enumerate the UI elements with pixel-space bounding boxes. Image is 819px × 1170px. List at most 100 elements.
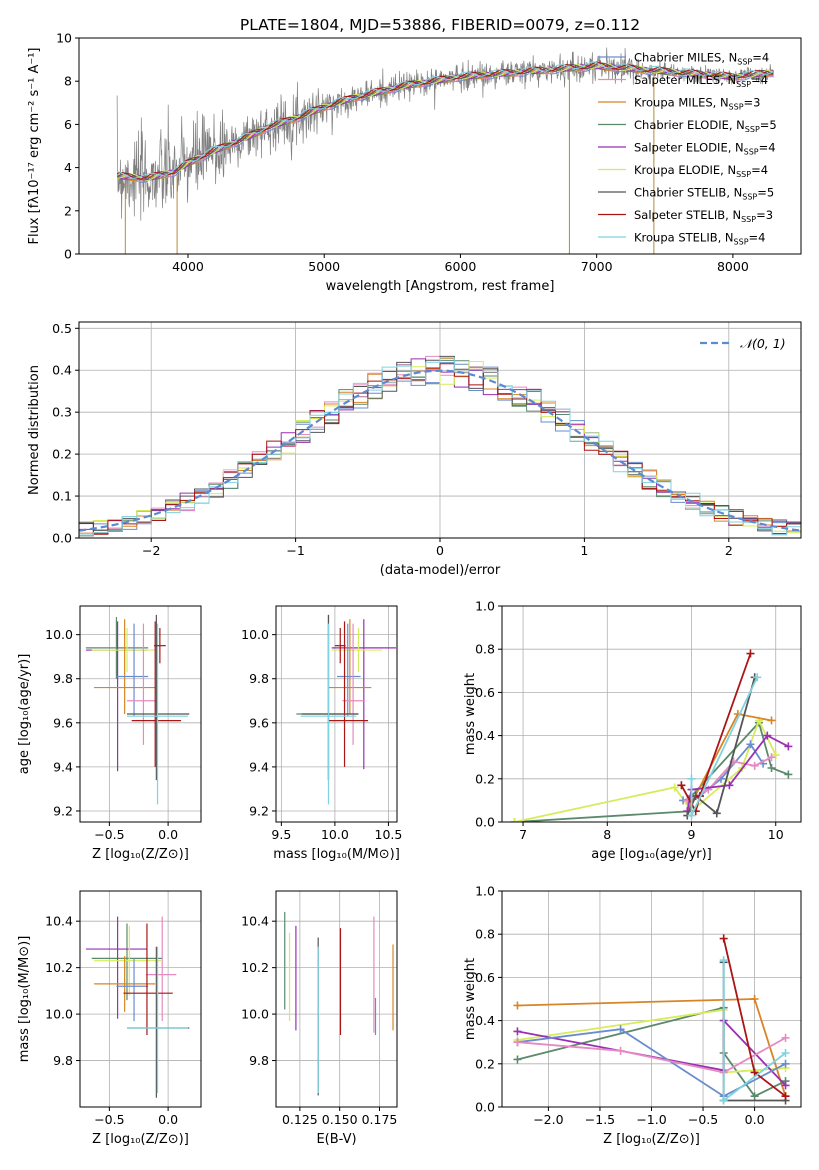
y-tick-label: 4 [64, 160, 72, 175]
axes-frame [275, 605, 398, 823]
y-tick-label: 2 [64, 203, 72, 218]
y-axis-label: mass [log₁₀(M/M⊙)] [17, 936, 32, 1063]
gaussian-curve [79, 369, 801, 532]
panel-age-vs-mass: 9.5 10.0 10.5 9.2 9.4 9.6 9.8 10.0 mass [log₁₀(M… [241, 605, 402, 862]
weight-line [514, 718, 777, 822]
legend-label: Salpeter MILES, NSSP=4 [634, 73, 768, 89]
plot-area [510, 649, 793, 822]
plus-marker [750, 761, 759, 770]
legend-label-tail: =3 [744, 96, 761, 110]
plus-marker [781, 1033, 790, 1042]
x-tick-label: 0.125 [282, 1112, 318, 1127]
x-tick-label: 10 [768, 827, 784, 842]
errorbar-point [123, 923, 173, 1035]
y-tick-label: 9.8 [53, 1053, 73, 1068]
errorbar-point [126, 623, 158, 745]
plus-marker [513, 1038, 522, 1047]
weight-line [517, 1028, 786, 1098]
model-line [117, 61, 773, 179]
weight-line [686, 734, 789, 812]
y-tick-label: 0.1 [52, 489, 72, 504]
legend-label-tail: =5 [757, 186, 774, 200]
legend-label: Kroupa STELIB, NSSP=4 [634, 231, 765, 247]
weight-line [690, 676, 759, 816]
errorbar-point [300, 623, 357, 805]
plot-area [284, 911, 394, 1096]
x-tick-label: −2.0 [533, 1112, 563, 1127]
y-axis-label: mass weight [463, 673, 478, 755]
x-tick-label: 0.0 [158, 1112, 178, 1127]
plus-marker [781, 1081, 790, 1090]
errorbar-point [145, 916, 177, 1022]
legend-label-sub: SSP [737, 58, 752, 67]
y-tick-label: 10.4 [45, 914, 73, 929]
legend-label-main: Chabrier ELODIE, N [634, 118, 745, 132]
y-tick-label: 9.6 [249, 715, 269, 730]
legend-label-sub: SSP [729, 103, 744, 112]
plus-marker [670, 783, 679, 792]
x-tick-label: 2 [725, 543, 733, 558]
x-axis-label: age [log₁₀(age/yr)] [591, 847, 712, 862]
legend-label: 𝒩(0, 1) [740, 336, 786, 351]
x-tick-label: 6000 [445, 259, 477, 274]
panel-mass-vs-Z: −0.5 0.0 9.8 10.0 10.2 10.4 Z [log₁₀(Z/Z⊙)] mas… [17, 890, 202, 1147]
plus-marker [750, 1068, 759, 1077]
y-tick-label: 0.2 [475, 1056, 495, 1071]
y-tick-label: 0.8 [475, 927, 495, 942]
x-tick-label: 8000 [717, 259, 749, 274]
legend-label-tail: =4 [751, 163, 768, 177]
y-axis-label: Flux [fλ10⁻¹⁷ erg cm⁻² s⁻¹ A⁻¹] [27, 48, 42, 245]
y-tick-label: 10.0 [45, 1007, 73, 1022]
y-axis-label: mass weight [463, 958, 478, 1040]
legend-label-tail: =4 [759, 141, 776, 155]
plus-marker [746, 740, 755, 749]
legend-label-main: Kroupa STELIB, N [634, 231, 734, 245]
x-axis-label: wavelength [Angstrom, rest frame] [326, 279, 555, 294]
x-tick-label: 10.0 [321, 827, 349, 842]
y-tick-label: 0.0 [475, 1100, 495, 1115]
errorbar-point [342, 623, 364, 745]
x-tick-label: 0.0 [158, 827, 178, 842]
y-tick-label: 9.8 [249, 1053, 269, 1068]
legend-label-main: Salpeter ELODIE, N [634, 141, 744, 155]
legend-label-tail: =4 [752, 51, 769, 65]
y-tick-label: 0.4 [52, 363, 72, 378]
y-tick-label: 0.2 [475, 771, 495, 786]
x-tick-label: 7 [519, 827, 527, 842]
axes-frame [275, 890, 398, 1108]
y-tick-label: 1.0 [475, 884, 495, 899]
plus-marker [616, 1025, 625, 1034]
y-tick-label: 9.4 [249, 759, 269, 774]
legend-label-tail: =5 [760, 118, 777, 132]
legend-label-sub: SSP [736, 80, 751, 89]
legend-label: Kroupa ELODIE, NSSP=4 [634, 163, 768, 179]
y-tick-label: 0.4 [475, 1013, 495, 1028]
errorbar-point [328, 619, 372, 714]
observed-spectrum [116, 47, 774, 221]
plot-area [79, 355, 801, 538]
y-tick-label: 10 [56, 31, 72, 46]
legend-label: Kroupa MILES, NSSP=3 [634, 96, 760, 112]
legend-label-main: Salpeter STELIB, N [634, 208, 741, 222]
y-tick-label: 1.0 [475, 599, 495, 614]
x-tick-label: −0.5 [688, 1112, 718, 1127]
legend-label-main: Kroupa ELODIE, N [634, 163, 736, 177]
plus-marker [781, 1049, 790, 1057]
plus-marker [771, 751, 780, 760]
errorbar-point [154, 628, 166, 664]
x-tick-label: 0 [436, 543, 444, 558]
plus-marker [784, 742, 793, 751]
plus-marker [677, 781, 686, 790]
legend-label-tail: =4 [749, 231, 766, 245]
plus-marker [746, 649, 755, 658]
legend-label-sub: SSP [734, 238, 749, 247]
x-tick-label: 4000 [172, 259, 204, 274]
errorbar-point [334, 628, 346, 664]
y-tick-label: 10.0 [45, 627, 73, 642]
y-tick-label: 9.6 [53, 715, 73, 730]
legend-label-sub: SSP [744, 148, 759, 157]
y-tick-label: 9.8 [53, 671, 73, 686]
legend-label-tail: =3 [756, 208, 773, 222]
plus-marker [763, 731, 772, 740]
x-axis-label: (data-model)/error [380, 563, 501, 578]
